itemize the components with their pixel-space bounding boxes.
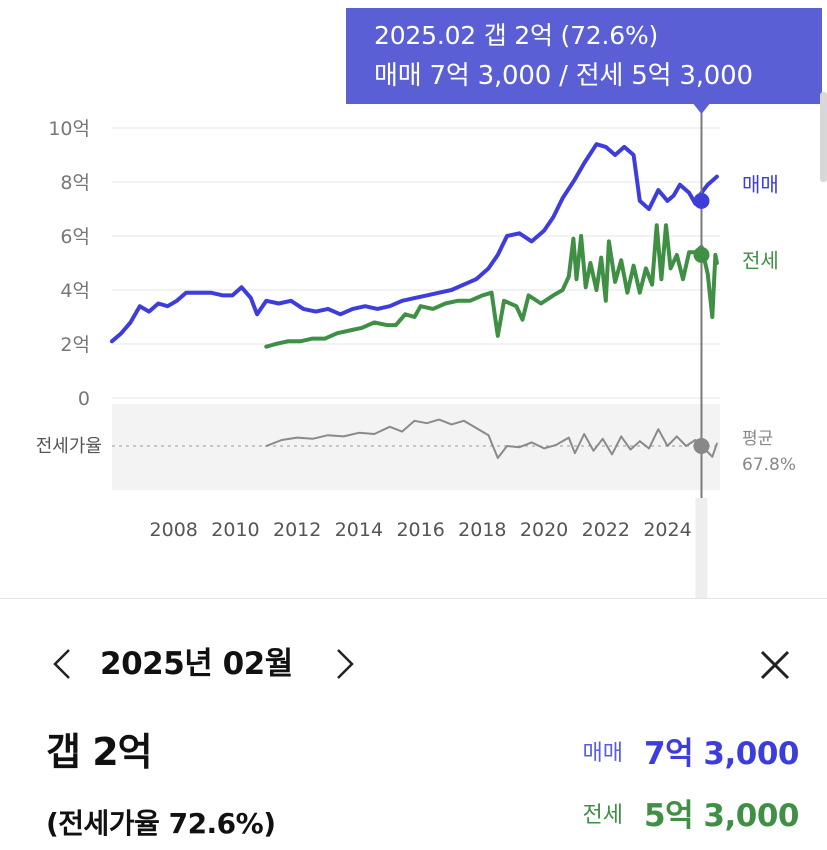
legend-label-lease: 전세 [742, 248, 779, 272]
lease-price-row: 전세 5억 3,000 [582, 790, 799, 835]
x-tick-label: 2022 [582, 519, 630, 541]
y-tick-label: 10억 [48, 118, 90, 140]
y-tick-label: 0 [78, 388, 90, 410]
tooltip-price-line: 매매 7억 3,000 / 전세 5억 3,000 [374, 61, 753, 91]
tooltip-gap-line: 2025.02 갭 2억 (72.6%) [374, 21, 659, 50]
y-tick-label: 8억 [60, 172, 90, 194]
next-month-button[interactable] [330, 644, 360, 684]
close-icon [760, 650, 790, 680]
sale-label: 매매 [582, 740, 623, 766]
sale-value: 7억 3,000 [644, 736, 799, 772]
x-tick-label: 2014 [335, 519, 383, 541]
lease-label: 전세 [582, 802, 623, 828]
y-tick-label: 4억 [60, 280, 90, 302]
x-tick-label: 2018 [458, 519, 506, 541]
sale-cursor-point [693, 192, 710, 209]
chevron-right-icon [337, 649, 354, 679]
average-value: 67.8% [742, 455, 796, 475]
lease-value: 5억 3,000 [644, 798, 799, 834]
cursor-handle [695, 498, 708, 598]
y-tick-label: 6억 [60, 226, 90, 248]
x-tick-label: 2016 [396, 519, 444, 541]
x-tick-label: 2010 [211, 519, 259, 541]
series-line-lease [264, 223, 719, 349]
close-button[interactable] [756, 646, 794, 684]
tooltip-pointer [693, 104, 710, 114]
y-tick-label: 2억 [60, 334, 90, 356]
lease-cursor-point [693, 246, 710, 263]
sale-price-row: 매매 7억 3,000 [582, 728, 799, 773]
chevron-left-icon [53, 649, 70, 679]
average-label: 평균 [742, 429, 773, 449]
x-tick-label: 2008 [150, 519, 198, 541]
legend-label-sale: 매매 [742, 173, 779, 197]
prev-month-button[interactable] [47, 644, 77, 684]
x-tick-label: 2012 [273, 519, 321, 541]
lease-ratio-text: (전세가율 72.6%) [46, 807, 276, 840]
series-line-ratio [265, 418, 718, 459]
section-divider [0, 598, 827, 599]
x-tick-label: 2024 [643, 519, 691, 541]
ratio-band-label: 전세가율 [36, 436, 102, 457]
scrollbar[interactable] [820, 92, 827, 182]
chart-tooltip: 2025.02 갭 2억 (72.6%) 매매 7억 3,000 / 전세 5억… [346, 8, 822, 104]
ratio-cursor-point [693, 438, 710, 454]
gap-amount: 갭 2억 [46, 730, 153, 774]
selected-month: 2025년 02월 [100, 646, 293, 682]
detail-panel: 2025년 02월 갭 2억 (전세가율 72.6%) 매매 7억 3,000 … [0, 600, 827, 850]
x-tick-label: 2020 [520, 519, 568, 541]
series-line-sale [110, 142, 719, 344]
ratio-band-background [112, 404, 720, 490]
